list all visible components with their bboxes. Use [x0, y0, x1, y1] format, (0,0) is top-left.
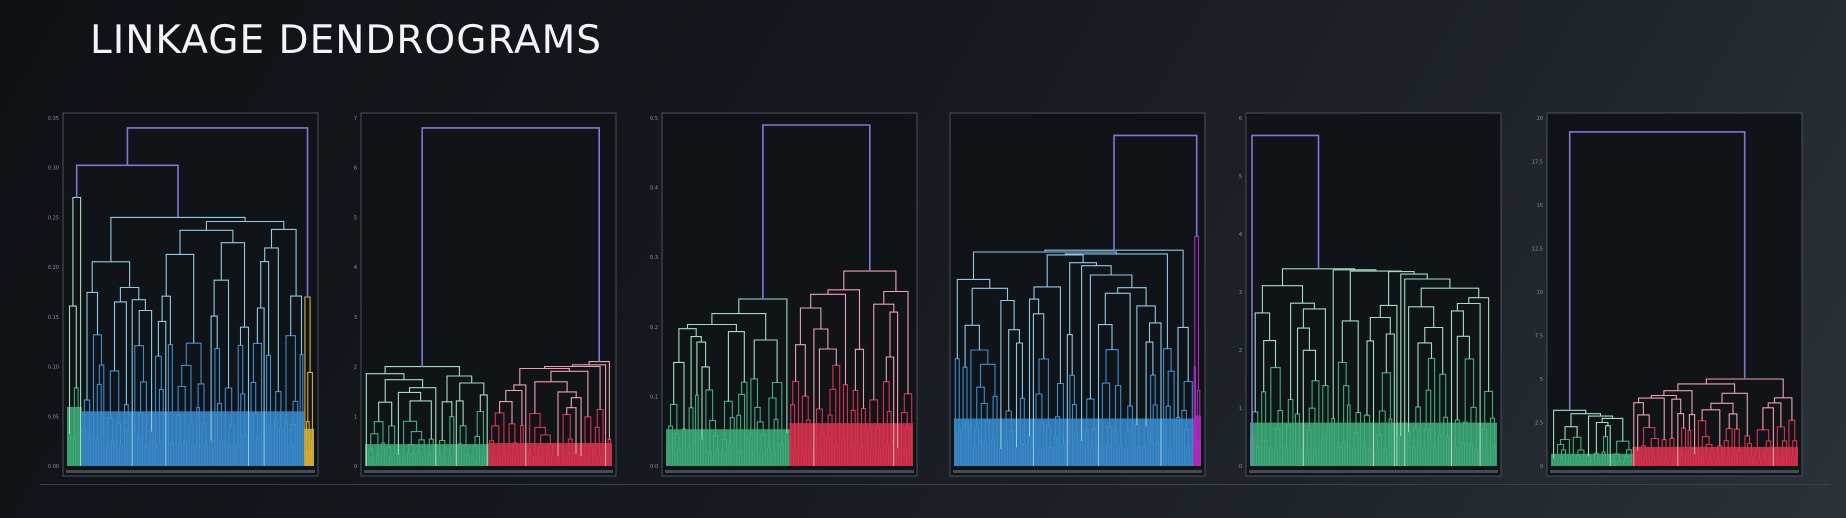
- cluster-3-1: [666, 298, 790, 466]
- tick-label-5-0: 0: [1239, 464, 1242, 470]
- tick-label-2-0: 0: [354, 464, 357, 470]
- cluster-2-1: [365, 366, 489, 466]
- tick-label-6-3: 7.5: [1535, 334, 1543, 340]
- leaf-labels-1: [66, 470, 315, 473]
- root-link-6-1: [1568, 131, 1746, 411]
- tick-label-6-8: 20: [1537, 116, 1543, 122]
- tick-label-6-7: 17.5: [1532, 160, 1543, 166]
- tick-label-1-5: 0.25: [48, 215, 59, 221]
- baseline-rule: [40, 484, 1830, 485]
- leaf-labels-3: [665, 470, 914, 473]
- cluster-2-2: [488, 361, 612, 466]
- root-link-1-2: [126, 127, 309, 297]
- tick-label-1-6: 0.30: [48, 166, 59, 172]
- cluster-6-2: [1632, 378, 1798, 466]
- cluster-fill-2-1: [365, 444, 489, 466]
- cluster-4-1: [954, 249, 1194, 466]
- panel-frame-4: [949, 112, 1206, 477]
- dendrogram-chart-2: 0 1 2 3 4 5 6 7: [354, 112, 617, 477]
- tick-label-2-1: 1: [354, 414, 357, 420]
- tick-label-2-5: 5: [354, 215, 357, 221]
- tick-label-3-5: 0.5: [650, 116, 658, 122]
- tick-label-2-4: 4: [354, 265, 357, 271]
- tick-label-6-5: 12.5: [1532, 247, 1543, 253]
- cluster-1-2: [81, 216, 305, 466]
- tick-label-5-2: 2: [1239, 348, 1242, 354]
- tick-label-2-6: 6: [354, 166, 357, 172]
- tick-label-6-0: 0: [1540, 464, 1543, 470]
- cluster-fill-2-2: [488, 443, 612, 466]
- root-link-5: [1251, 134, 1320, 466]
- tick-label-5-5: 5: [1239, 174, 1242, 180]
- tick-label-3-2: 0.2: [650, 325, 658, 331]
- tick-label-6-1: 2.5: [1535, 421, 1543, 427]
- tick-label-5-6: 6: [1239, 116, 1242, 122]
- tick-label-6-4: 10: [1537, 290, 1543, 296]
- root-link-3-1: [762, 124, 871, 299]
- tick-label-3-4: 0.4: [650, 186, 658, 192]
- leaf-labels-6: [1550, 470, 1799, 473]
- cluster-5-1: [1250, 268, 1497, 466]
- tick-label-5-4: 4: [1239, 232, 1242, 238]
- tick-label-1-4: 0.20: [48, 265, 59, 271]
- dendrogram-chart-5: 0 1 2 3 4 5 6: [1239, 112, 1502, 477]
- tick-label-6-2: 5: [1540, 377, 1543, 383]
- tick-label-5-3: 3: [1239, 290, 1242, 296]
- cluster-fill-4-1: [954, 418, 1194, 466]
- tick-label-1-3: 0.15: [48, 315, 59, 321]
- tick-label-2-3: 3: [354, 315, 357, 321]
- tick-label-1-1: 0.05: [48, 414, 59, 420]
- cluster-fill-6-1: [1551, 453, 1633, 466]
- tick-label-1-0: 0.00: [48, 464, 59, 470]
- tick-label-6-6: 15: [1537, 203, 1543, 209]
- panel-frame-2: [360, 112, 617, 477]
- dendrogram-chart-6: 0 2.5 5 7.5 10 12.5 15 17.5 20: [1532, 112, 1803, 477]
- leaf-labels-4: [953, 470, 1202, 473]
- panel-frame-3: [661, 112, 918, 477]
- dendrogram-chart-1: 0.00 0.05 0.10 0.15 0.20 0.25 0.30 0.35: [48, 112, 319, 477]
- page-title: LINKAGE DENDROGRAMS: [90, 18, 603, 63]
- tick-label-1-2: 0.10: [48, 365, 59, 371]
- tick-label-3-1: 0.1: [650, 394, 658, 400]
- tick-label-5-1: 1: [1239, 406, 1242, 412]
- tick-label-2-7: 7: [354, 116, 357, 122]
- leaf-labels-5: [1249, 470, 1498, 473]
- panel-frame-6: [1546, 112, 1803, 477]
- dendrogram-chart-3: 0.0 0.1 0.2 0.3 0.4 0.5: [650, 112, 918, 477]
- tick-label-2-2: 2: [354, 365, 357, 371]
- leaf-labels-2: [364, 470, 613, 473]
- dendrogram-chart-4: [949, 112, 1206, 477]
- tick-label-1-7: 0.35: [48, 116, 59, 122]
- root-link-4-1: [1113, 134, 1198, 251]
- tick-label-3-0: 0.0: [650, 464, 658, 470]
- cluster-fill-3-1: [666, 429, 790, 466]
- tick-label-3-3: 0.3: [650, 255, 658, 261]
- root-link-2-1: [421, 127, 600, 367]
- cluster-3-2: [789, 270, 913, 466]
